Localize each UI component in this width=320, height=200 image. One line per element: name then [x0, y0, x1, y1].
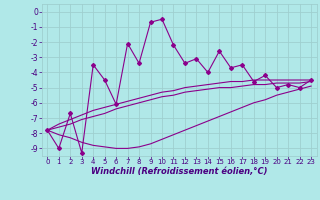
X-axis label: Windchill (Refroidissement éolien,°C): Windchill (Refroidissement éolien,°C) [91, 167, 268, 176]
